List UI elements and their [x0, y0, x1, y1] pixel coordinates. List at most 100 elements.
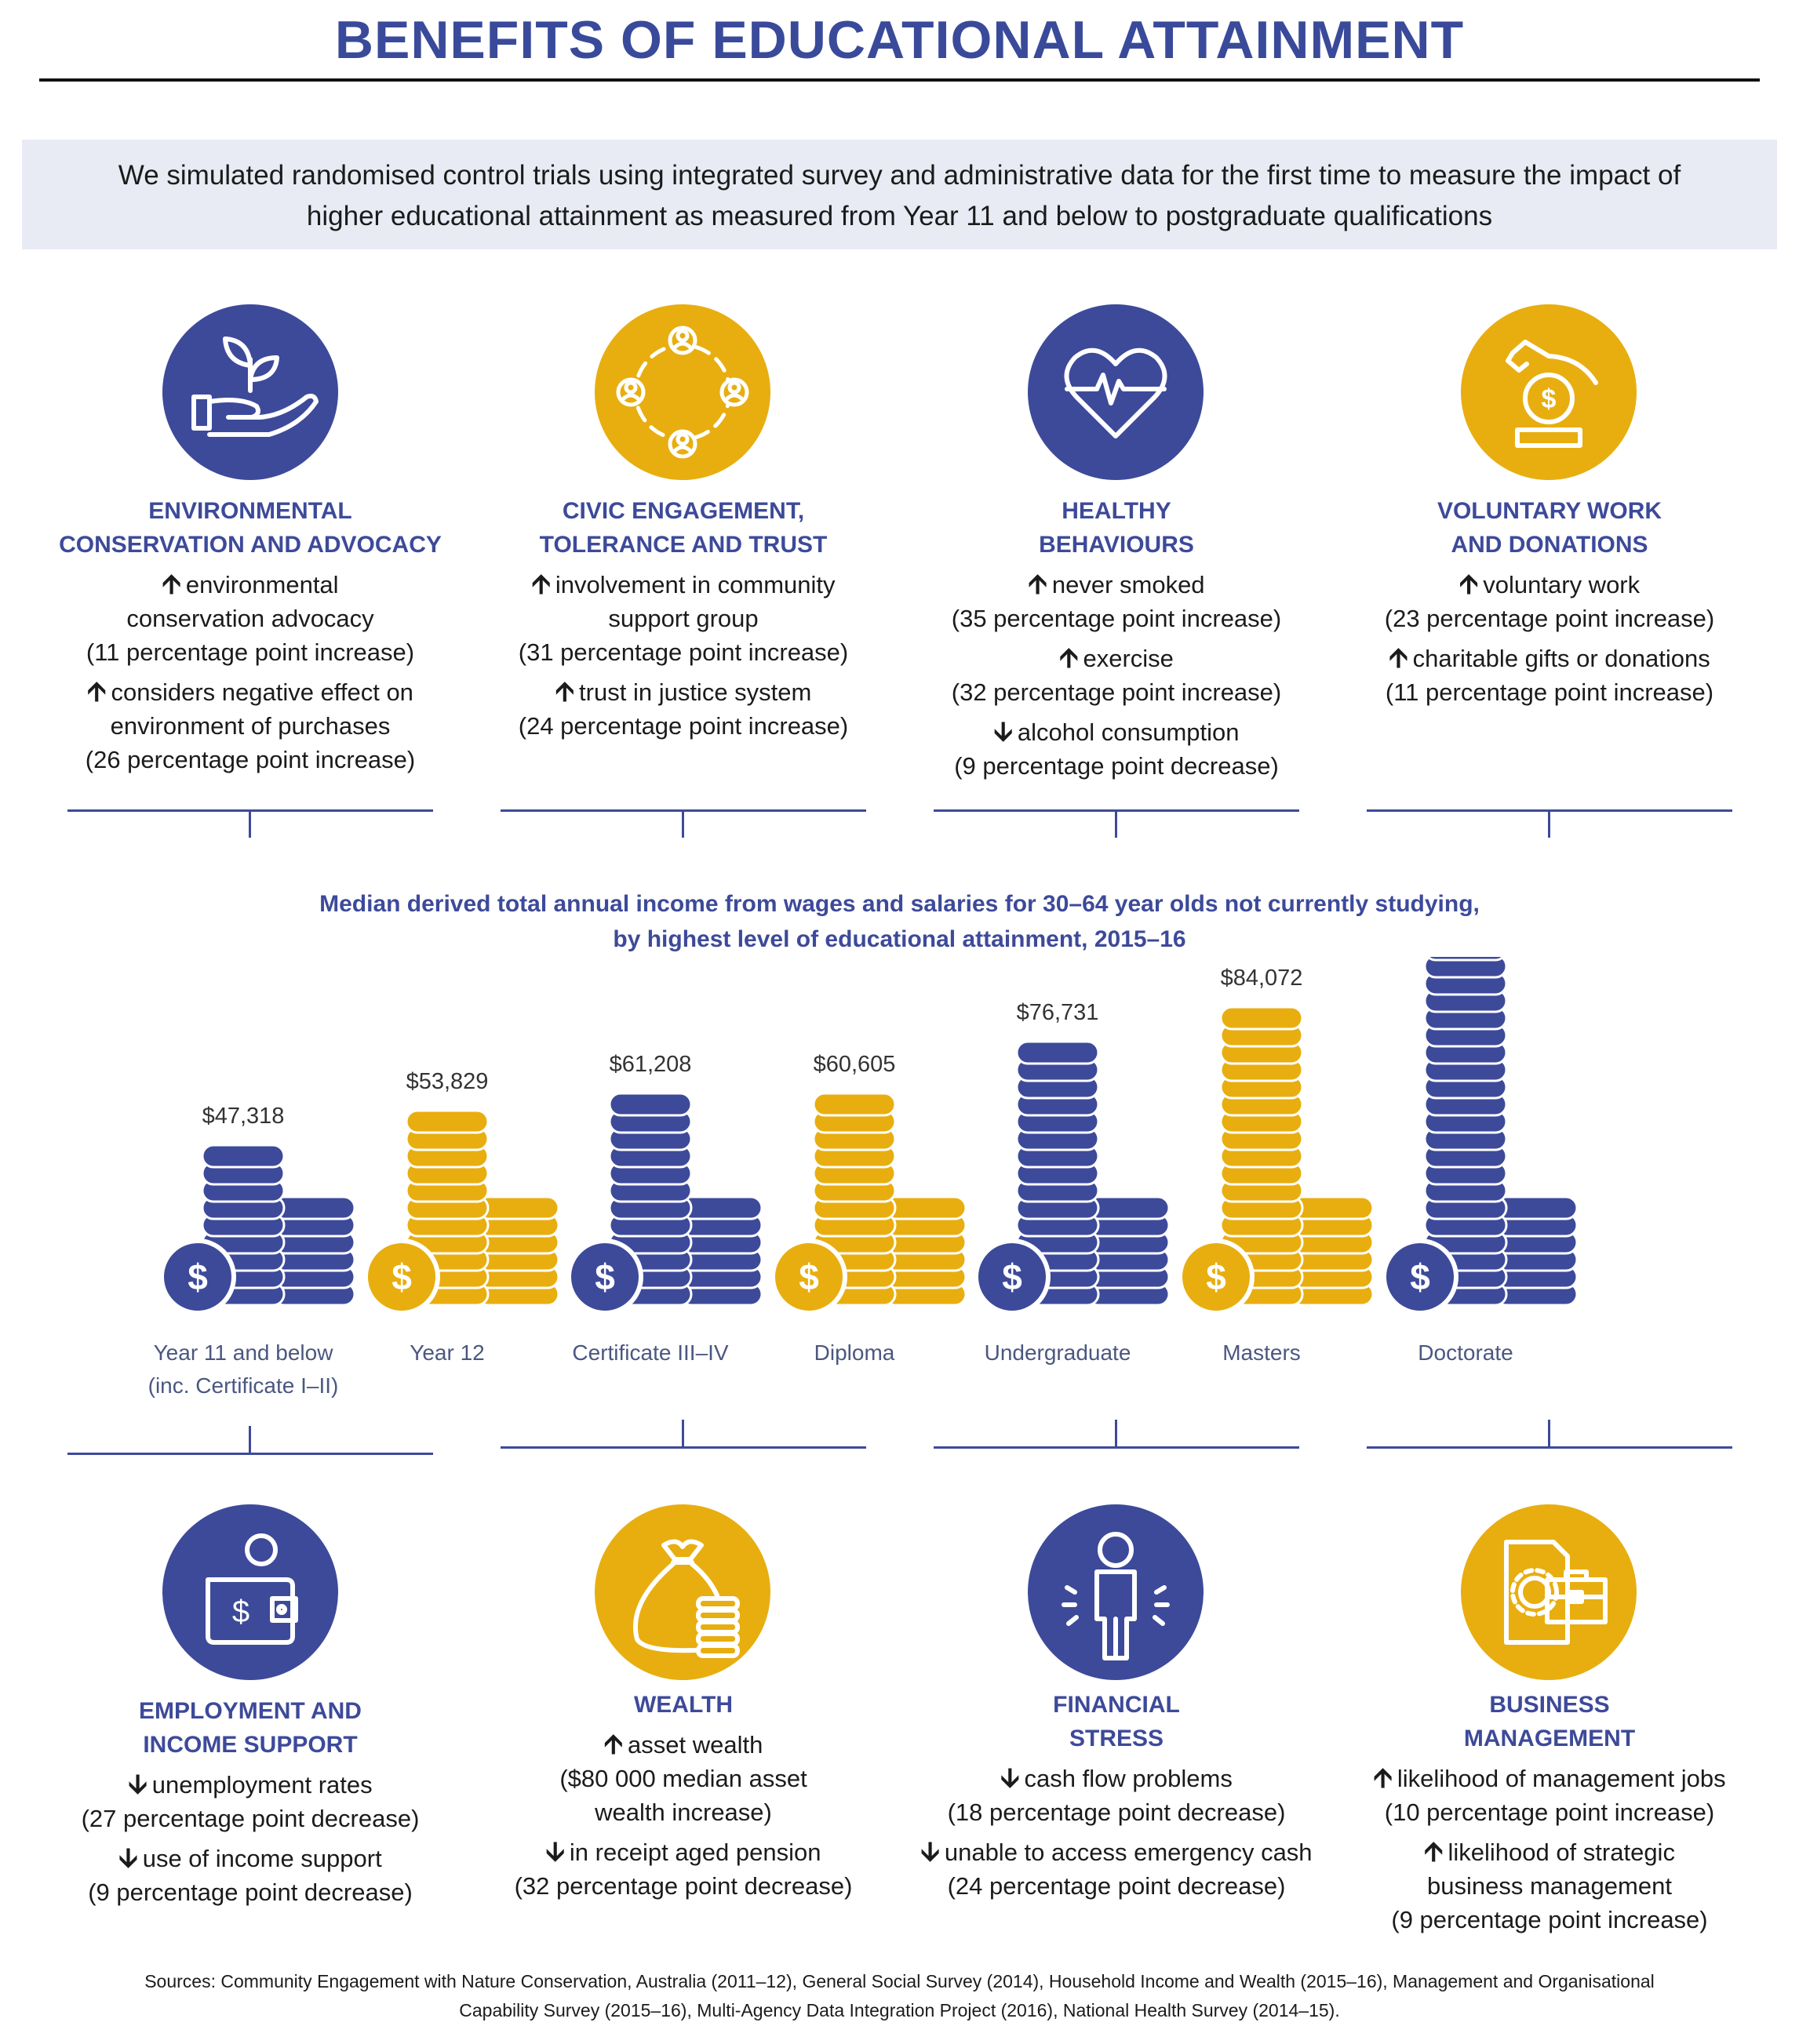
stat-line: (32 percentage point decrease): [514, 1872, 853, 1900]
dollar-symbol: $: [1206, 1257, 1226, 1297]
up-arrow-icon: 🡩: [162, 569, 181, 599]
coin: [271, 1195, 356, 1220]
up-arrow-icon: 🡩: [531, 569, 551, 599]
dollar-symbol: $: [1410, 1257, 1430, 1297]
up-arrow-icon: 🡩: [555, 677, 575, 707]
divider: [934, 1446, 1299, 1449]
divider: [501, 1446, 866, 1449]
stat-line: ($80 000 median asset: [559, 1765, 807, 1792]
divider: [1548, 809, 1550, 838]
stat-line: (31 percentage point increase): [518, 638, 849, 666]
stat-line: cash flow problems: [1024, 1765, 1233, 1792]
category-label: Masters: [1222, 1340, 1301, 1365]
panel-employment: EMPLOYMENT AND INCOME SUPPORT 🡫 unemploym…: [46, 1694, 454, 1909]
stat-line: (27 percentage point decrease): [81, 1805, 420, 1832]
up-arrow-icon: 🡩: [1373, 1763, 1393, 1793]
coin-stack-bar: $ $84,072 Masters: [1178, 966, 1375, 1365]
stat-line: (11 percentage point increase): [1385, 678, 1714, 706]
down-arrow-icon: 🡫: [920, 1837, 940, 1867]
panel-financial-stress: FINANCIAL STRESS 🡫 cash flow problems (18…: [912, 1688, 1320, 1903]
briefcase-gear-icon: [1461, 1504, 1637, 1680]
stat-line: likelihood of management jobs: [1397, 1765, 1726, 1792]
stat-line: unable to access emergency cash: [944, 1839, 1313, 1866]
category-label: Doctorate: [1418, 1340, 1513, 1365]
panel-voluntary: VOLUNTARY WORK AND DONATIONS 🡩 voluntary …: [1346, 494, 1753, 709]
stat-line: use of income support: [142, 1845, 382, 1872]
intro-line-2: higher educational attainment as measure…: [306, 201, 1493, 231]
stat-line: alcohol consumption: [1017, 718, 1240, 746]
coin: [1290, 1195, 1375, 1220]
stat-line: environmental: [185, 571, 339, 598]
dollar-coin-icon: [1178, 1238, 1255, 1315]
stat-line: (11 percentage point increase): [86, 638, 415, 666]
panel-civic: CIVIC ENGAGEMENT, TOLERANCE AND TRUST 🡩 i…: [479, 494, 887, 743]
divider: [1115, 1420, 1117, 1448]
stat-line: involvement in community: [555, 571, 836, 598]
dollar-coin-icon: [566, 1238, 643, 1315]
wallet-coin-icon: $: [162, 1504, 338, 1680]
stat-line: voluntary work: [1483, 571, 1641, 598]
stat-line: (24 percentage point decrease): [947, 1872, 1286, 1900]
intro-box: We simulated randomised control trials u…: [22, 140, 1777, 249]
panel-title-1: BUSINESS: [1489, 1692, 1610, 1718]
stat-line: considers negative effect on: [111, 678, 413, 706]
heart-pulse-icon: [1028, 304, 1204, 480]
panel-title-1: CIVIC ENGAGEMENT,: [562, 498, 805, 524]
stat-line: business management: [1427, 1872, 1672, 1900]
divider: [1548, 1420, 1550, 1448]
coin-stack-short: [1494, 1195, 1579, 1307]
coin: [1494, 1195, 1579, 1220]
coin-stack-tall: [1015, 1040, 1100, 1307]
dollar-coin-icon: [1382, 1238, 1459, 1315]
divider: [249, 1426, 251, 1454]
coin: [201, 1144, 286, 1169]
stat-block: 🡩 never smoked (35 percentage point incre…: [912, 568, 1320, 635]
panel-title-2: INCOME SUPPORT: [143, 1732, 358, 1758]
category-label: Year 11 and below: [154, 1340, 334, 1365]
stat-line: likelihood of strategic: [1448, 1839, 1675, 1866]
down-arrow-icon: 🡫: [128, 1769, 147, 1799]
data-label: $47,318: [202, 1104, 285, 1129]
coin: [608, 1092, 693, 1117]
coin-stack-bar: $ $53,829 Year 12: [363, 1069, 560, 1365]
coin-stack-bar: $ $60,605 Diploma: [770, 1052, 967, 1365]
stat-block: 🡫 in receipt aged pension (32 percentage …: [479, 1835, 887, 1903]
stat-block: 🡩 exercise (32 percentage point increase): [912, 642, 1320, 709]
category-label: Year 12: [410, 1340, 485, 1365]
stat-line: charitable gifts or donations: [1412, 645, 1710, 672]
data-label: $60,605: [814, 1052, 896, 1077]
dollar-coin-icon: [974, 1238, 1051, 1315]
dollar-symbol: $: [188, 1257, 208, 1297]
panel-title-1: VOLUNTARY WORK: [1437, 498, 1662, 524]
coin: [475, 1195, 560, 1220]
stat-line: (9 percentage point increase): [1391, 1906, 1708, 1933]
stat-line: (24 percentage point increase): [518, 712, 849, 740]
stat-block: 🡫 unemployment rates (27 percentage point…: [46, 1768, 454, 1835]
up-arrow-icon: 🡩: [1059, 643, 1079, 673]
up-arrow-icon: 🡩: [1459, 569, 1479, 599]
coin: [1426, 957, 1505, 962]
stat-line: (26 percentage point increase): [85, 746, 416, 773]
dollar-coin-icon: [770, 1238, 847, 1315]
divider: [682, 1420, 684, 1448]
divider: [67, 1453, 433, 1455]
coin: [679, 1195, 763, 1220]
stat-line: in receipt aged pension: [569, 1839, 821, 1866]
stressed-person-icon: [1028, 1504, 1204, 1680]
stat-line: exercise: [1083, 645, 1174, 672]
stat-line: (32 percentage point increase): [951, 678, 1282, 706]
category-label: Undergraduate: [985, 1340, 1131, 1365]
divider: [1115, 809, 1117, 838]
sources-line-1: Sources: Community Engagement with Natur…: [144, 1971, 1655, 1991]
panel-title-1: ENVIRONMENTAL: [148, 498, 352, 524]
stat-block: 🡩 likelihood of strategic business manage…: [1346, 1835, 1753, 1937]
svg-text:$: $: [1542, 384, 1557, 414]
up-arrow-icon: 🡩: [1389, 643, 1408, 673]
coin: [405, 1109, 490, 1134]
coin-stack-bar: $ $47,318 Year 11 and below (inc. Certifica…: [148, 1104, 356, 1398]
dollar-symbol: $: [391, 1257, 412, 1297]
dollar-symbol: $: [595, 1257, 615, 1297]
up-arrow-icon: 🡩: [1028, 569, 1047, 599]
panel-title-1: WEALTH: [633, 1692, 734, 1718]
panel-title-2: TOLERANCE AND TRUST: [539, 532, 828, 558]
